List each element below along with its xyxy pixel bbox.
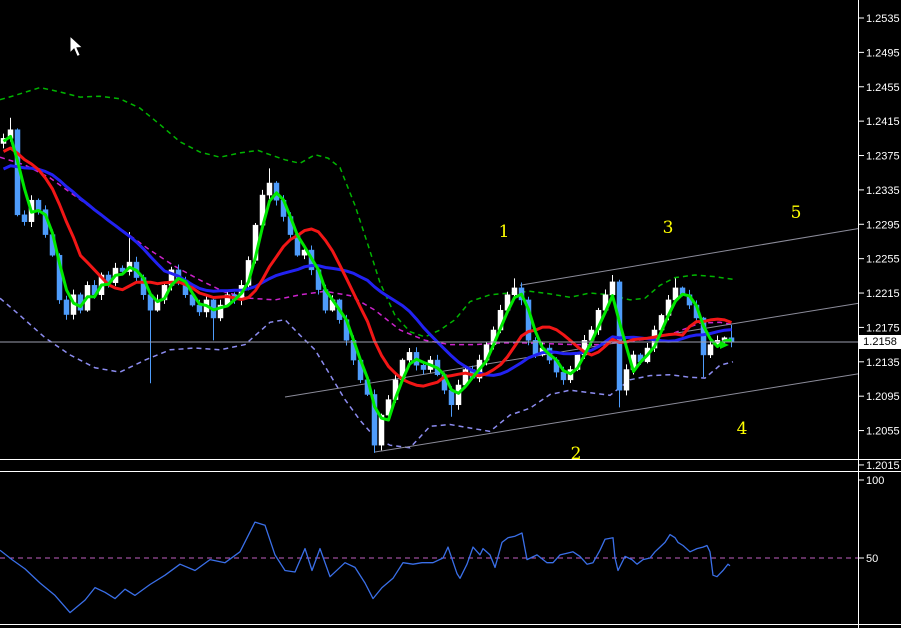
price-label: 1.2535: [866, 13, 900, 25]
price-label: 1.2055: [866, 426, 900, 438]
price-label: 1.2015: [866, 460, 900, 472]
oscillator-line: [0, 521, 731, 614]
price-label: 1.2135: [866, 357, 900, 369]
bear-candle: [560, 371, 567, 381]
price-label: 1.2415: [866, 116, 900, 128]
bear-candle: [700, 317, 707, 356]
wave-label-1[interactable]: 1: [499, 222, 510, 242]
main-chart-panel: [0, 86, 858, 453]
bull-candle: [511, 287, 518, 296]
bull-candle: [217, 304, 224, 319]
bull-candle: [266, 182, 273, 196]
price-label: 1.2295: [866, 219, 900, 231]
price-label: 1.2375: [866, 151, 900, 163]
bear-candle: [420, 364, 427, 370]
indicator-level-label: 50: [866, 553, 878, 565]
price-label: 1.2255: [866, 254, 900, 266]
slow-ma-line: [2, 164, 732, 377]
wave-label-5[interactable]: 5: [791, 203, 802, 223]
bear-candle: [63, 299, 70, 315]
lower-channel-line[interactable]: [374, 373, 858, 453]
wave-label-3[interactable]: 3: [663, 218, 674, 238]
middle-trend-line[interactable]: [284, 302, 858, 398]
bull-candle: [406, 352, 413, 361]
bear-candle: [196, 304, 203, 313]
price-label: 1.2455: [866, 82, 900, 94]
price-scale[interactable]: 1.2535 1.2495 1.2455 1.2415 1.2375 1.2335 1.22…: [858, 13, 900, 565]
bear-candle: [371, 394, 378, 446]
bull-candle: [455, 384, 462, 406]
price-label: 1.2335: [866, 185, 900, 197]
bull-candle: [623, 369, 630, 391]
price-label: 1.2215: [866, 288, 900, 300]
indicator-level-label: 100: [866, 475, 884, 487]
wave-label-4[interactable]: 4: [737, 419, 748, 439]
price-label: 1.2495: [866, 47, 900, 59]
bear-candle: [21, 214, 28, 222]
signal-arrow-icon[interactable]: [720, 341, 729, 349]
indicator-panel: [0, 521, 858, 614]
bear-candle: [35, 199, 42, 210]
price-label: 1.2175: [866, 322, 900, 334]
bull-candle: [707, 344, 714, 356]
mouse-cursor-icon: [69, 34, 84, 58]
bull-candle: [609, 281, 616, 296]
price-label: 1.2095: [866, 391, 900, 403]
fast-ma-line: [2, 134, 732, 422]
wave-label-2[interactable]: 2: [571, 444, 582, 464]
upper-channel-line[interactable]: [519, 228, 858, 286]
current-price-badge: 1.2158: [859, 335, 901, 349]
bull-candle: [378, 414, 385, 446]
bear-candle: [616, 281, 623, 391]
